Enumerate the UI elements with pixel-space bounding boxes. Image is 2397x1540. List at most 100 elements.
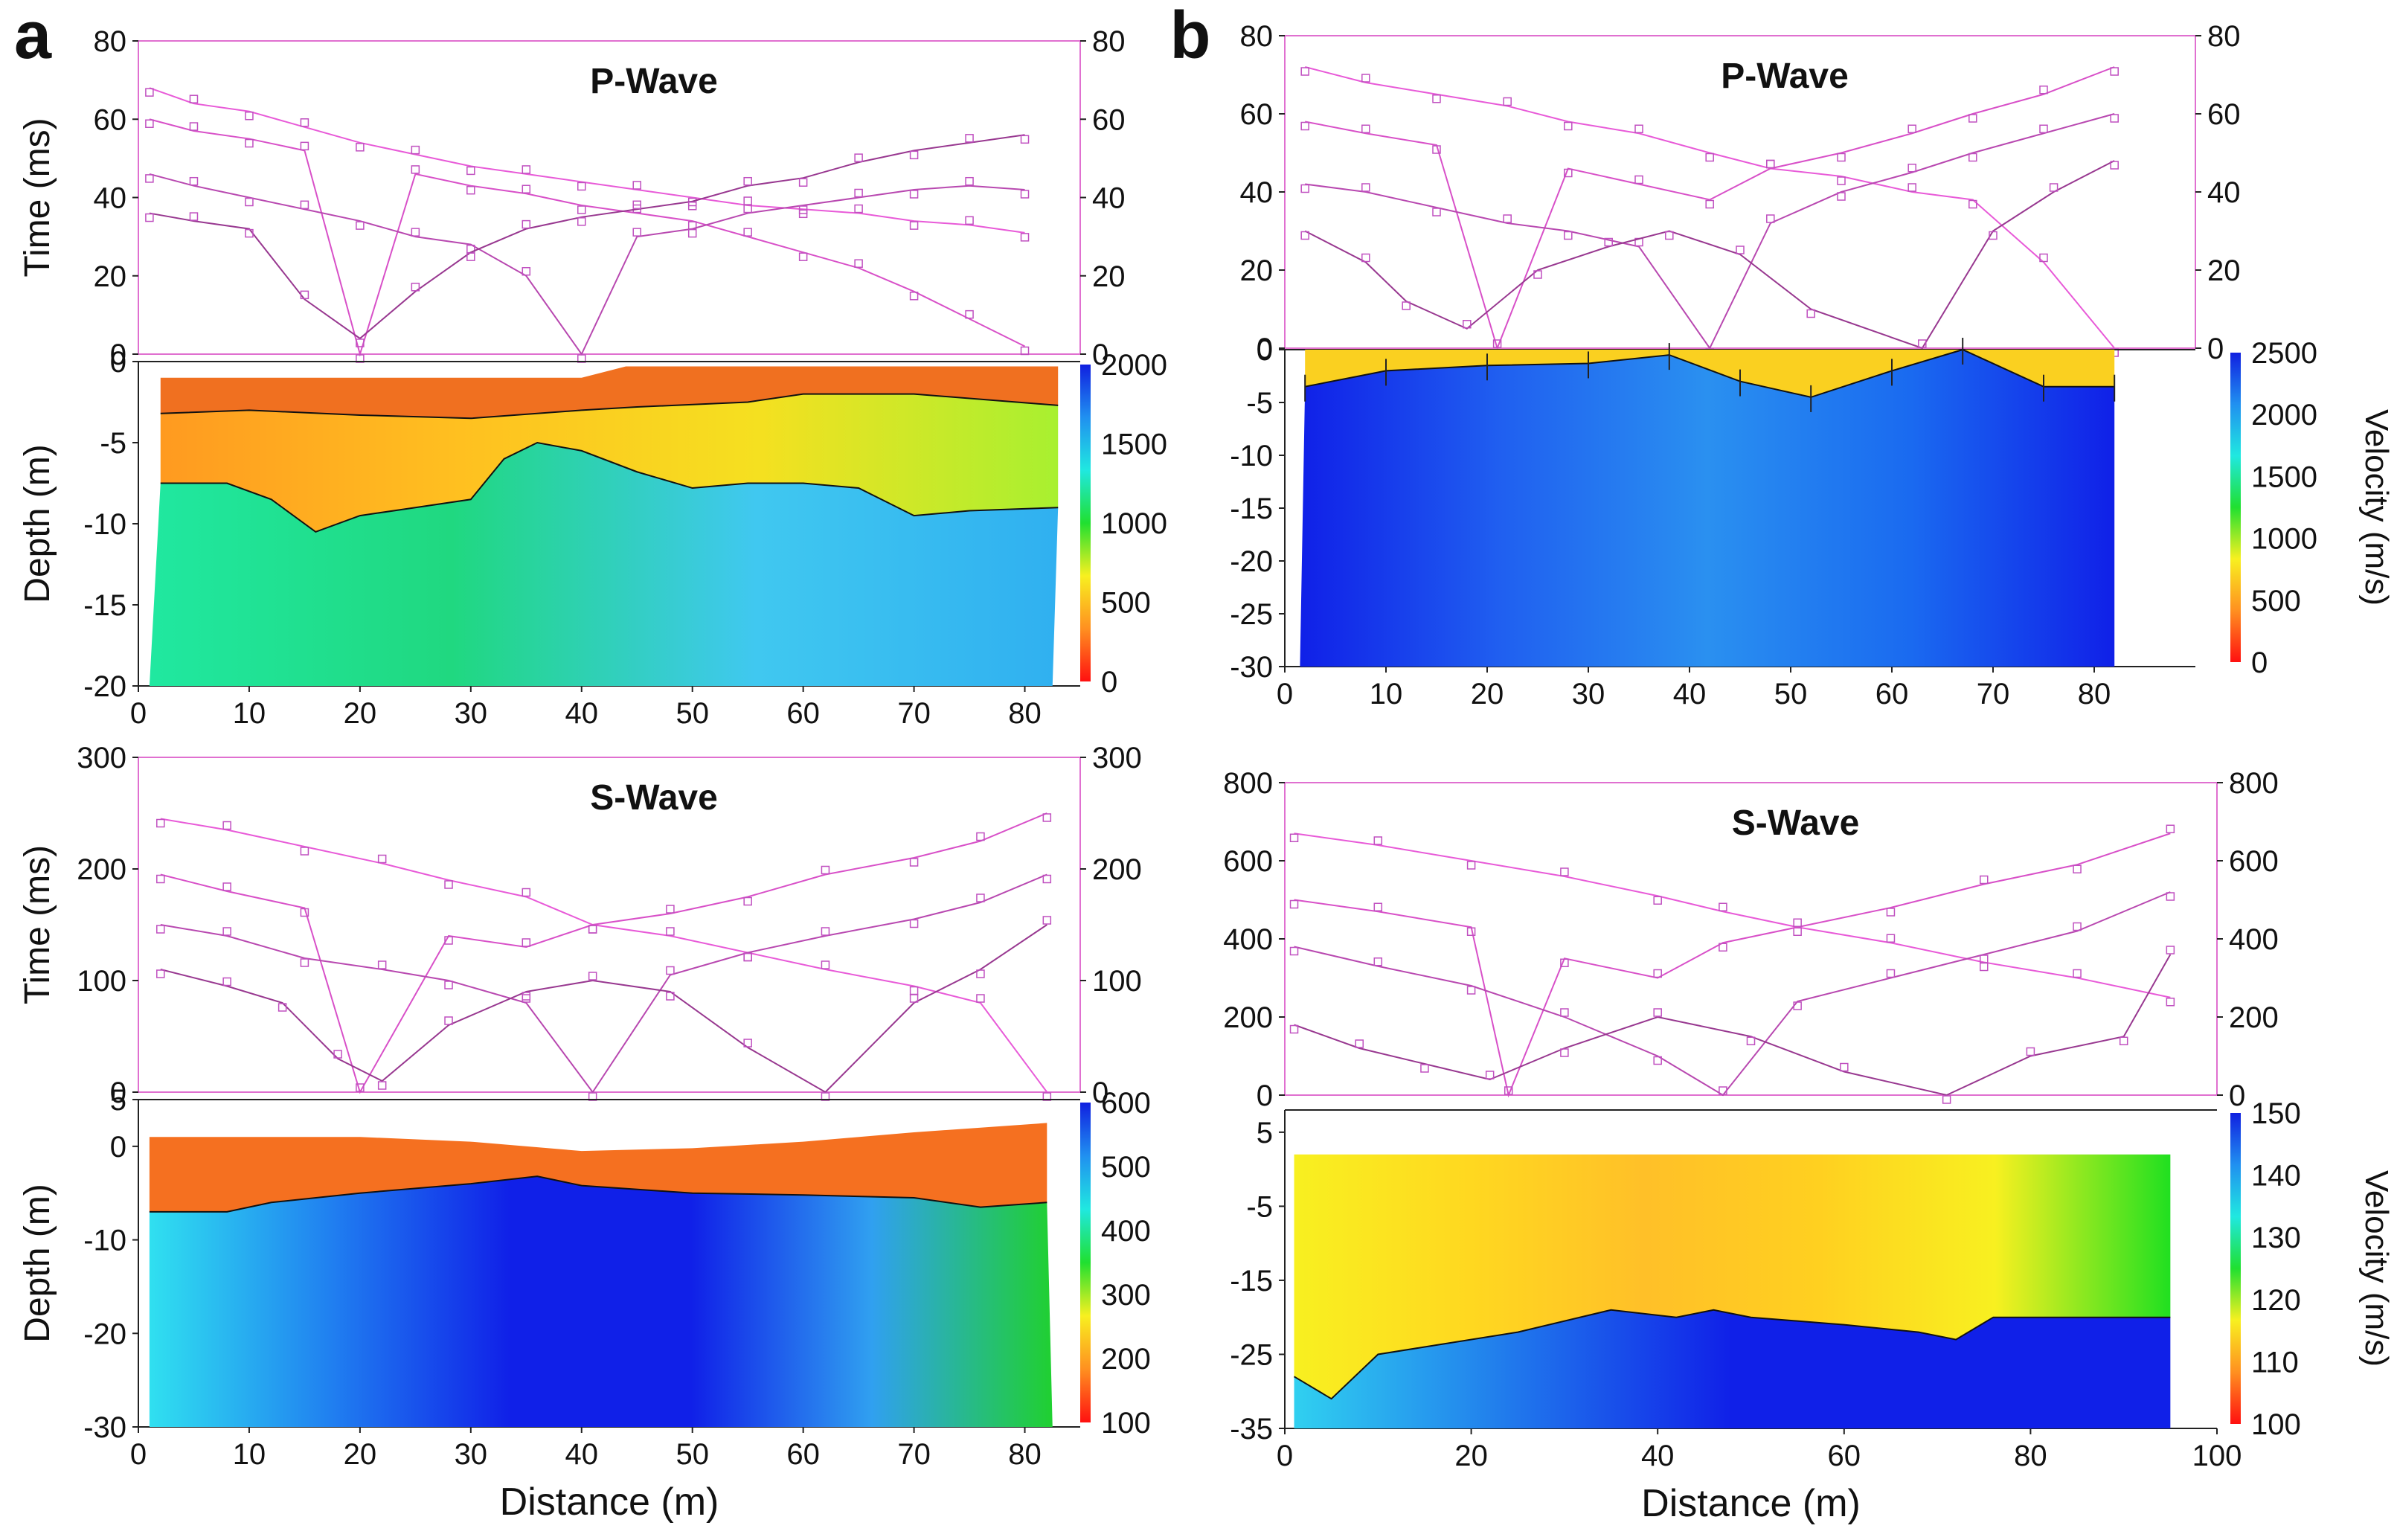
pick-marker: [1719, 1086, 1727, 1095]
pick-marker: [2110, 161, 2119, 170]
pick-marker: [1968, 153, 1977, 162]
depth-tick-label: -15: [1230, 1265, 1273, 1297]
x-tick-label: 0: [1277, 1440, 1293, 1472]
traveltime-curve: [1305, 113, 2115, 350]
pick-marker: [687, 228, 697, 238]
right-y-tick-label: 100: [1092, 965, 1142, 998]
y-tick-label: 200: [77, 853, 126, 886]
pick-marker: [1020, 346, 1030, 356]
y-tick-label: 600: [1223, 845, 1273, 878]
colorbar-tick-label: 500: [1101, 587, 1151, 620]
colorbar-tick-label: 110: [2251, 1346, 2299, 1379]
x-tick-label: 0: [130, 1438, 147, 1471]
x-tick-label: 60: [1828, 1440, 1861, 1472]
colorbar-tick-label: 0: [1101, 666, 1117, 699]
layer-1: [160, 366, 1059, 419]
pick-marker: [1355, 1039, 1364, 1048]
layer-2: [1294, 1309, 2171, 1428]
traveltime-curve: [1294, 832, 2171, 1098]
colorbar-tick-label: 1500: [2251, 461, 2317, 493]
traveltime-curve: [1294, 832, 2171, 998]
pick-marker: [1564, 168, 1573, 178]
x-tick-label: 10: [233, 697, 266, 730]
pick-marker: [1840, 1062, 1849, 1072]
pick-marker: [976, 832, 985, 841]
pick-marker: [356, 221, 365, 230]
pick-marker: [1560, 1008, 1569, 1017]
pick-marker: [798, 178, 808, 187]
x-tick-label: 100: [2192, 1440, 2242, 1472]
pick-marker: [1766, 214, 1775, 223]
right-y-tick-label: 800: [2229, 767, 2279, 800]
x-tick-label: 60: [1875, 678, 1909, 710]
pick-marker: [1968, 199, 1977, 209]
colorbar-tick-label: 200: [1101, 1343, 1151, 1376]
x-tick-label: 40: [565, 697, 599, 730]
pick-marker: [1020, 135, 1030, 144]
x-tick-label: 20: [1471, 678, 1504, 710]
pick-marker: [1719, 943, 1727, 952]
pick-marker: [687, 202, 697, 211]
pick-marker: [1564, 121, 1573, 131]
pick-marker: [466, 185, 475, 195]
panel-a-pwave: 0 20 40 60 80 0 20 40 60 80 Time (ms) P-Wave -20 -15 -…: [14, 0, 1167, 730]
right-y-tick-label: 0: [1092, 339, 1108, 371]
pick-marker: [1560, 958, 1569, 967]
chart-title: P-Wave: [1721, 57, 1849, 96]
y-tick-label: 80: [94, 25, 127, 58]
pick-marker: [2166, 946, 2175, 955]
pick-marker: [1837, 153, 1846, 162]
pick-marker: [1837, 176, 1846, 185]
pick-marker: [1907, 124, 1916, 133]
y-tick-label: 0: [1257, 1079, 1273, 1112]
colorbar-tick-label: 500: [1101, 1151, 1151, 1184]
colorbar: [2230, 353, 2241, 662]
pick-marker: [1533, 270, 1542, 279]
pick-marker: [300, 847, 309, 856]
pick-marker: [1886, 934, 1896, 943]
x-tick-label: 40: [1641, 1440, 1675, 1472]
depth-tick-label: -10: [83, 1225, 126, 1257]
pick-marker: [743, 176, 752, 186]
pick-marker: [976, 893, 985, 902]
pick-marker: [222, 821, 231, 830]
x-tick-label: 70: [897, 1438, 931, 1471]
pick-marker: [2073, 969, 2082, 978]
pick-marker: [522, 165, 531, 174]
interface-line: [160, 441, 1059, 533]
pick-marker: [245, 197, 254, 207]
pick-marker: [444, 981, 453, 989]
pick-marker: [145, 174, 154, 183]
panel-letter: a: [14, 0, 52, 73]
pick-marker: [1793, 918, 1802, 927]
pick-marker: [909, 292, 919, 301]
depth-tick-label: -30: [1230, 651, 1273, 684]
pick-marker: [798, 205, 808, 214]
pick-marker: [1665, 231, 1674, 240]
pick-marker: [909, 858, 919, 867]
pick-marker: [1466, 927, 1476, 936]
pick-marker: [377, 1081, 387, 1090]
pick-marker: [2110, 67, 2119, 76]
depth-tick-label: 5: [1257, 1117, 1273, 1149]
traveltime-curve: [149, 87, 1025, 234]
pick-marker: [466, 166, 475, 176]
pick-marker: [666, 966, 675, 975]
pick-marker: [1886, 908, 1896, 917]
pick-marker: [1373, 902, 1383, 911]
depth-axis-label: Depth (m): [18, 444, 57, 603]
colorbar-label: Velocity (m/s): [2358, 1170, 2395, 1367]
pick-marker: [743, 952, 752, 962]
layer-2: [149, 1176, 1053, 1427]
y-tick-label: 60: [1240, 98, 1274, 131]
pick-marker: [377, 960, 387, 969]
colorbar-tick-label: 1000: [1101, 507, 1167, 540]
pick-marker: [156, 969, 165, 978]
pick-marker: [1361, 253, 1370, 263]
x-tick-label: 40: [565, 1438, 599, 1471]
pick-marker: [2039, 124, 2048, 133]
pick-marker: [976, 994, 985, 1003]
right-y-tick-label: 300: [1092, 742, 1142, 774]
pick-marker: [2039, 253, 2048, 263]
depth-tick-label: -25: [1230, 598, 1273, 631]
